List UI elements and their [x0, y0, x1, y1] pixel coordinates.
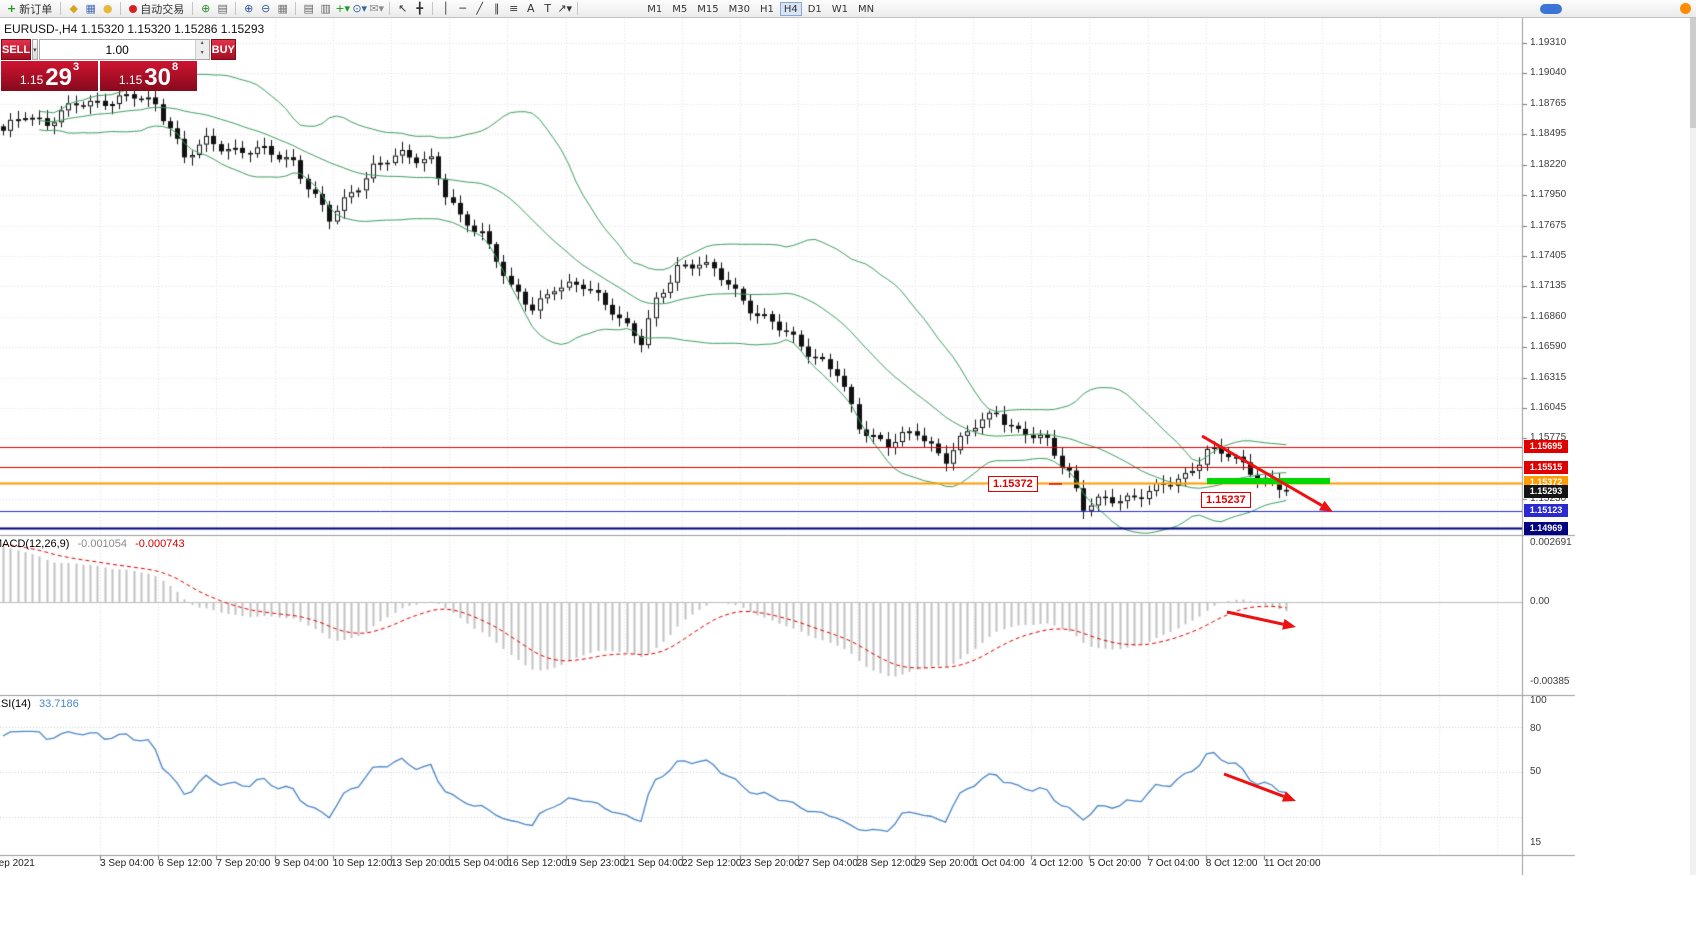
toolbar-separator — [432, 2, 434, 15]
mail-icon[interactable]: ✉▾ — [369, 2, 385, 15]
label-tool-icon[interactable]: T — [544, 2, 552, 15]
cursor-icon[interactable]: ↖ — [398, 2, 408, 15]
one-click-trading-panel: SELL ▾ ▴ ▾ BUY 1.15 29 3 1.15 30 8 — [1, 39, 236, 91]
vertical-scrollbar[interactable] — [1690, 18, 1696, 875]
volume-up-button[interactable]: ▴ — [195, 40, 209, 50]
period-icon[interactable]: ⊙▾ — [352, 2, 368, 15]
volume-down-button[interactable]: ▾ — [195, 49, 209, 59]
chart-title: EURUSD-,H4 1.15320 1.15320 1.15286 1.152… — [4, 22, 265, 36]
auto-trading-label: 自动交易 — [140, 2, 185, 16]
toolbar-separator — [577, 2, 579, 15]
timeframe-m1[interactable]: M1 — [647, 3, 663, 15]
macd-name: MACD(12,26,9) — [0, 538, 70, 550]
toolbar-separator — [120, 2, 122, 15]
chevron-down-icon: ▾ — [33, 46, 37, 54]
tile-windows-icon[interactable]: ▤ — [303, 2, 314, 15]
timeframe-h4[interactable]: H4 — [779, 1, 802, 16]
rsi-name: RSI(14) — [0, 698, 31, 710]
volume-input[interactable] — [39, 40, 195, 59]
macd-signal-value: -0.000743 — [135, 538, 185, 550]
text-tool-icon[interactable]: A — [526, 2, 535, 15]
macd-main-value: -0.001054 — [77, 538, 128, 550]
indicators-icon[interactable]: ⊕ — [201, 2, 211, 15]
macd-indicator-label: MACD(12,26,9) -0.001054 -0.000743 — [0, 538, 190, 550]
vertical-line-icon[interactable]: │ — [442, 2, 450, 15]
buy-button[interactable]: BUY — [210, 39, 236, 60]
toolbar-separator — [389, 2, 391, 15]
volume-stepper: ▴ ▾ — [194, 40, 209, 59]
bid-price-button[interactable]: 1.15 29 3 — [1, 61, 98, 91]
bid-big-figure: 29 — [45, 64, 72, 91]
new-chart-icon[interactable]: +▾ — [335, 2, 351, 15]
timeframe-group: M1 M5 M15 M30 H1 H4 D1 W1 MN — [642, 1, 879, 16]
bid-prefix: 1.15 — [19, 73, 44, 87]
fibonacci-icon[interactable]: ≡ — [509, 2, 519, 15]
objects-list-icon[interactable]: ▤ — [217, 2, 228, 15]
timeframe-h1[interactable]: H1 — [759, 3, 774, 15]
toolbar-separator — [235, 2, 237, 15]
plus-icon: + — [7, 2, 17, 15]
cascade-windows-icon[interactable]: ▥ — [320, 2, 331, 15]
trendline-icon[interactable]: ╱ — [476, 2, 484, 15]
toolbar: + 新订单 ◆ ▦ ● 自动交易 ⊕ ▤ ⊕ ⊖ ▦ ▤ ▥ +▾ ⊙▾ ✉▾ … — [0, 0, 1696, 18]
arrow-objects-icon[interactable]: ↗▾ — [557, 2, 573, 15]
timeframe-m15[interactable]: M15 — [697, 3, 719, 15]
sell-button[interactable]: SELL — [1, 39, 32, 60]
toolbar-separator — [295, 2, 297, 15]
channel-icon[interactable]: ∥ — [493, 2, 500, 15]
toolbar-separator — [192, 2, 194, 15]
status-pill[interactable] — [1540, 3, 1562, 14]
new-order-button[interactable]: + 新订单 — [3, 1, 56, 16]
ask-price-button[interactable]: 1.15 30 8 — [100, 61, 197, 91]
order-type-dropdown[interactable]: ▾ — [32, 39, 38, 60]
ask-pipette: 8 — [171, 61, 179, 73]
grid-icon[interactable]: ▦ — [277, 2, 288, 15]
scrollbar-thumb[interactable] — [1690, 18, 1696, 128]
timeframe-m5[interactable]: M5 — [672, 3, 688, 15]
symbols-icon[interactable]: ◆ — [69, 2, 78, 15]
horizontal-line-icon[interactable]: ─ — [459, 2, 467, 15]
timeframe-w1[interactable]: W1 — [831, 3, 849, 15]
rsi-indicator-label: RSI(14) 33.7186 — [0, 698, 84, 710]
volume-field-group: ▴ ▾ — [38, 39, 210, 60]
new-order-label: 新订单 — [19, 2, 53, 16]
zoom-out-icon[interactable]: ⊖ — [261, 2, 271, 15]
bid-pipette: 3 — [72, 61, 80, 73]
timeframe-mn[interactable]: MN — [858, 3, 875, 15]
timeframe-m30[interactable]: M30 — [728, 3, 750, 15]
toolbar-separator — [60, 2, 62, 15]
rsi-value: 33.7186 — [38, 698, 79, 710]
zoom-in-icon[interactable]: ⊕ — [244, 2, 254, 15]
auto-trading-button[interactable]: 自动交易 — [125, 1, 188, 16]
auto-trading-status-icon — [129, 4, 138, 13]
notifications-icon[interactable] — [1680, 3, 1691, 14]
depth-of-market-icon[interactable]: ▦ — [85, 2, 96, 15]
profile-icon[interactable]: ● — [102, 2, 113, 15]
timeframe-d1[interactable]: D1 — [807, 3, 822, 15]
crosshair-icon[interactable]: ╋ — [416, 2, 424, 15]
ask-big-figure: 30 — [144, 64, 171, 91]
ask-prefix: 1.15 — [118, 73, 143, 87]
